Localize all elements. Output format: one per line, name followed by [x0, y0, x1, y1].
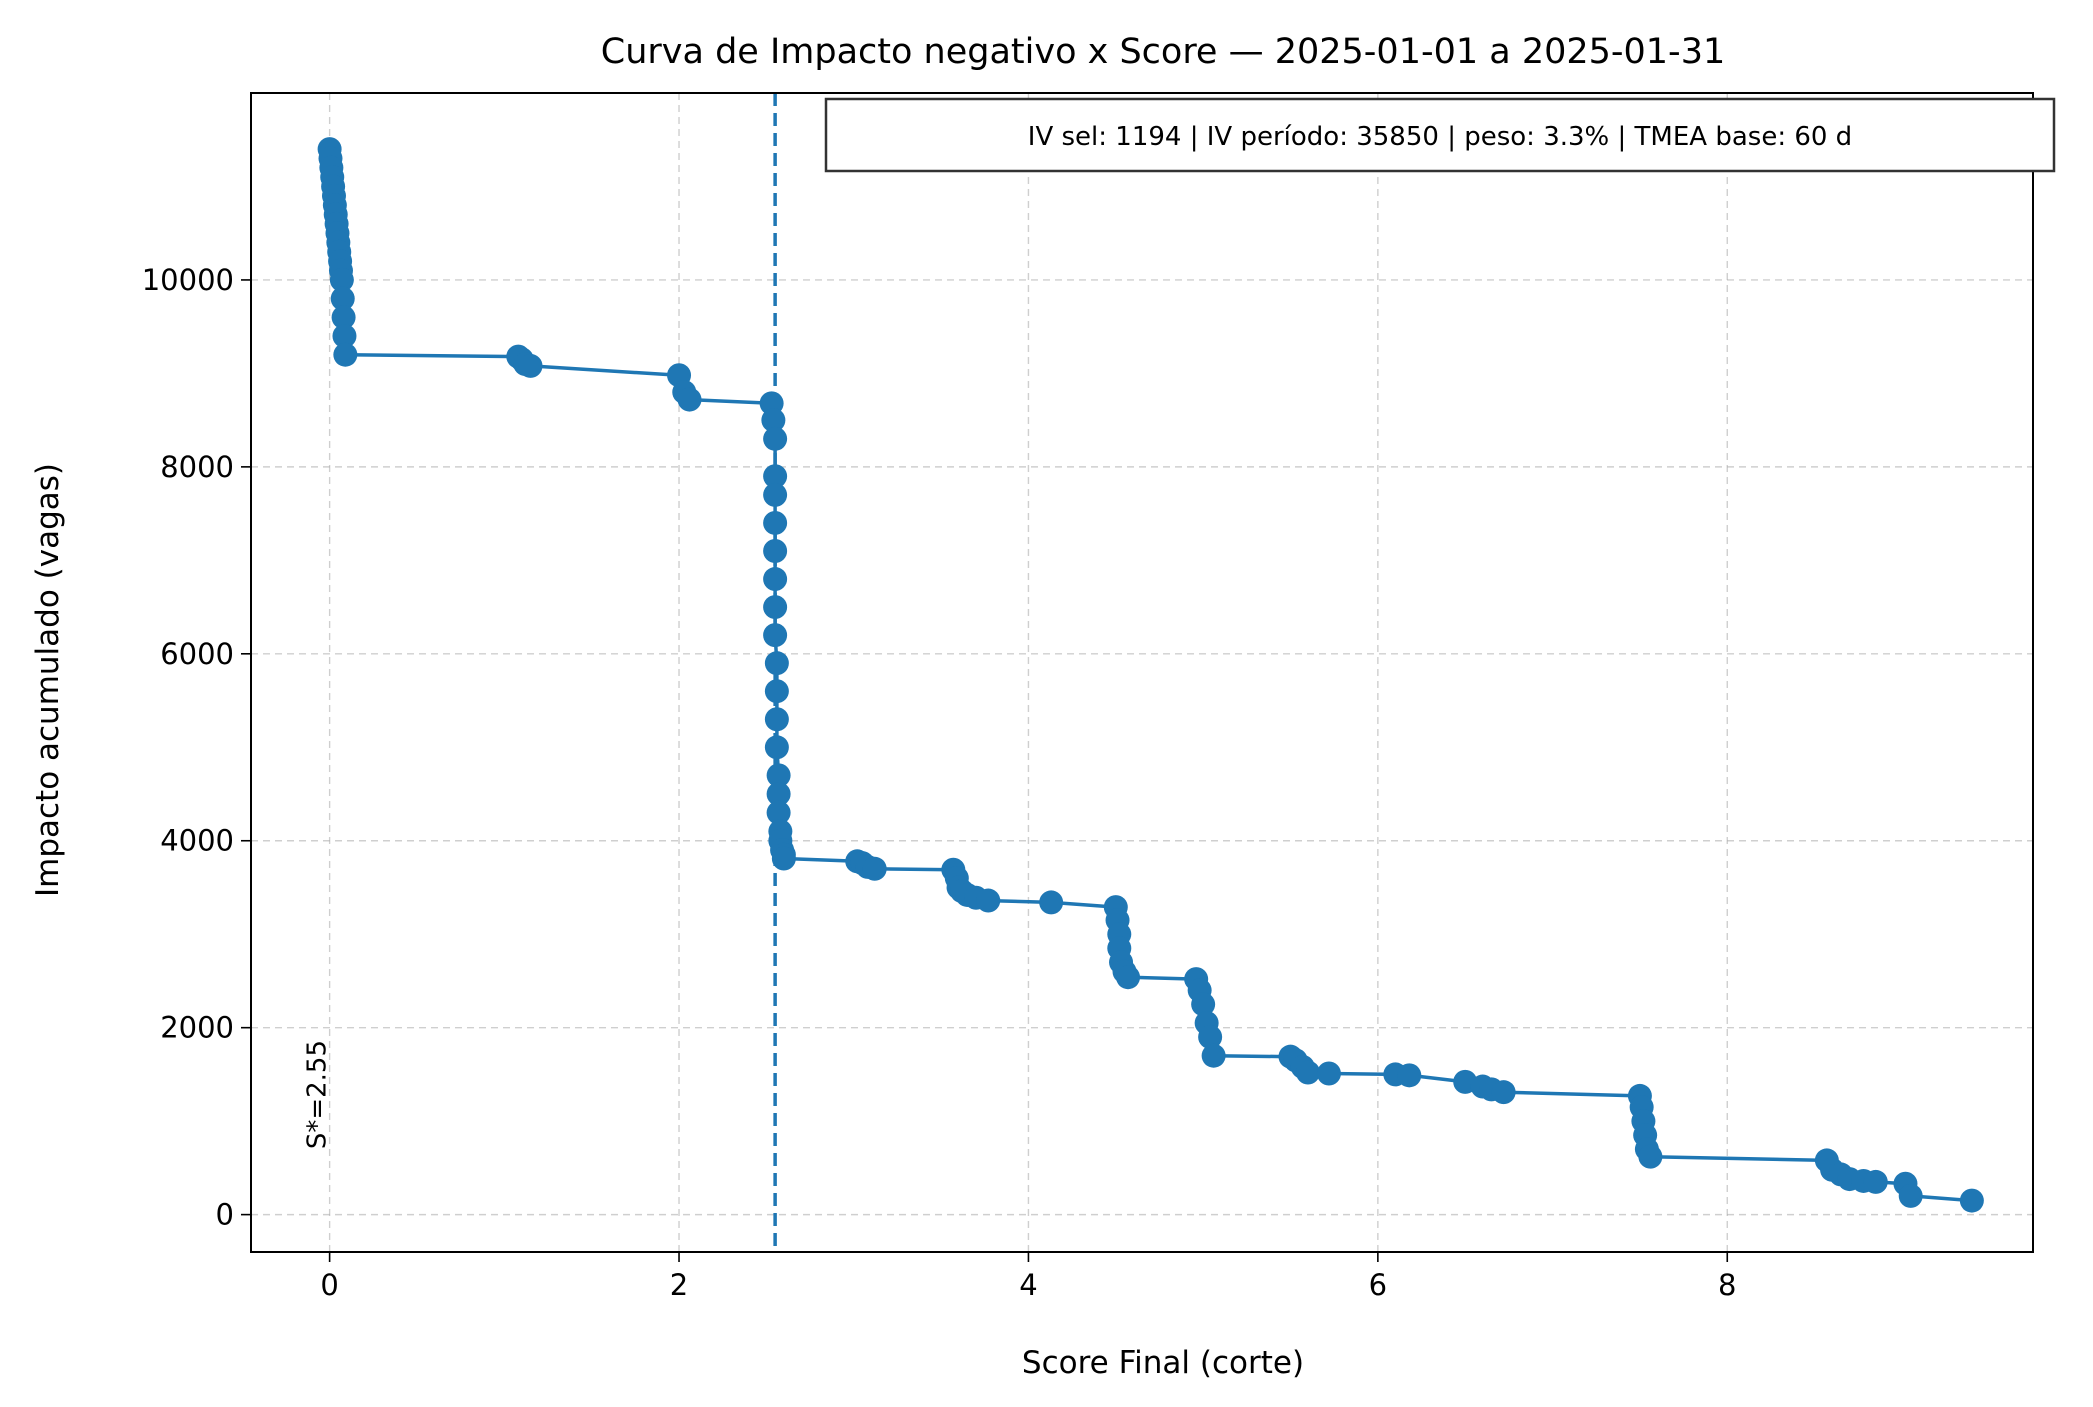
data-point: [518, 353, 543, 378]
annotation-box: IV sel: 1194 | IV período: 35850 | peso:…: [824, 97, 2056, 173]
data-point: [1295, 1060, 1320, 1085]
data-point: [333, 342, 358, 367]
data-point: [763, 538, 788, 563]
data-point: [976, 888, 1001, 913]
data-point: [771, 846, 796, 871]
data-point: [764, 651, 789, 676]
data-point: [763, 426, 788, 451]
data-point: [763, 482, 788, 507]
data-point: [1898, 1183, 1923, 1208]
data-point: [329, 267, 354, 292]
data-point: [1397, 1063, 1422, 1088]
y-tick-label: 8000: [160, 450, 234, 484]
data-point: [331, 305, 356, 330]
x-tick-label: 2: [670, 1268, 688, 1302]
threshold-label: S*=2.55: [303, 1040, 333, 1149]
data-point: [1316, 1061, 1341, 1086]
annotation-box-frame: [824, 97, 2056, 173]
data-point: [763, 510, 788, 535]
axis-ticks: 0 2 4 6 8 0 2000 4000 6000 8000 10000: [142, 263, 1737, 1302]
data-point: [764, 679, 789, 704]
y-tick-label: 6000: [160, 637, 234, 671]
data-point: [764, 707, 789, 732]
x-tick-label: 4: [1019, 1268, 1037, 1302]
x-tick-label: 6: [1369, 1268, 1387, 1302]
data-point: [862, 856, 887, 881]
y-tick-label: 10000: [142, 263, 234, 297]
data-point: [1191, 992, 1216, 1017]
data-point: [1198, 1025, 1223, 1050]
data-point: [1959, 1188, 1984, 1213]
data-point: [766, 782, 791, 807]
data-point: [1863, 1169, 1888, 1194]
data-point: [764, 735, 789, 760]
annotation-text: IV sel: 1194 | IV período: 35850 | peso:…: [1028, 122, 1852, 152]
data-series: [317, 137, 1984, 1213]
data-point: [766, 763, 791, 788]
y-axis-label: Impacto acumulado (vagas): [30, 463, 66, 897]
x-tick-label: 8: [1718, 1268, 1736, 1302]
x-axis-label: Score Final (corte): [1022, 1345, 1304, 1381]
x-tick-label: 0: [320, 1268, 338, 1302]
data-point: [761, 408, 786, 433]
data-point: [1491, 1080, 1516, 1105]
chart-title: Curva de Impacto negativo x Score — 2025…: [601, 32, 1725, 72]
grid: [251, 93, 2033, 1252]
data-point: [763, 567, 788, 592]
data-point: [677, 387, 702, 412]
data-point: [332, 324, 357, 349]
data-point: [763, 595, 788, 620]
y-tick-label: 0: [216, 1198, 234, 1232]
data-point: [1201, 1043, 1226, 1068]
data-point: [1638, 1144, 1663, 1169]
data-point: [763, 464, 788, 489]
y-tick-label: 4000: [160, 824, 234, 858]
data-point: [763, 623, 788, 648]
plot-frame: [250, 92, 2034, 1253]
data-point: [330, 286, 355, 311]
data-point: [766, 800, 791, 825]
data-point: [1039, 890, 1064, 915]
data-point: [1116, 965, 1141, 990]
y-tick-label: 2000: [160, 1011, 234, 1045]
